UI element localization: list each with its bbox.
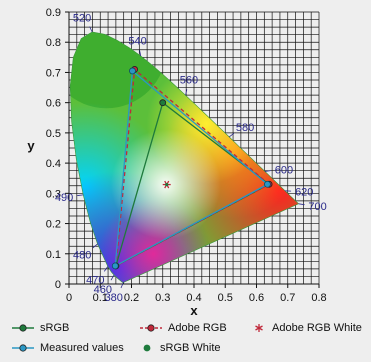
- wavelength-tick: [120, 282, 124, 289]
- wavelength-tick: [139, 50, 142, 57]
- legend-label: sRGB White: [160, 342, 221, 354]
- primary-point-measured-values: [129, 67, 136, 75]
- wavelength-label: 600: [275, 164, 293, 176]
- legend-swatch: [143, 344, 151, 352]
- white-points: [162, 180, 171, 189]
- x-tick-label: 0.7: [280, 292, 295, 304]
- x-tick-label: 0.3: [155, 292, 170, 304]
- y-tick-label: 0.9: [46, 7, 61, 19]
- x-tick-label: 0: [66, 292, 72, 304]
- wavelength-label: 490: [55, 192, 73, 204]
- wavelength-tick: [264, 170, 271, 172]
- y-tick-label: 0.1: [46, 249, 61, 261]
- y-tick-label: 0.4: [46, 158, 61, 170]
- cie-chromaticity-chart: 0 0.1 0.2 0.3 0.4 0.5 0.6 0.7 0.8 0 0.1 0.2 0.3 0.4 0.…: [27, 7, 327, 318]
- x-tick-label: 0.4: [186, 292, 201, 304]
- wavelength-label: 460: [94, 284, 112, 296]
- x-tick-label: 0.1: [93, 292, 108, 304]
- x-tick-label: 0.5: [218, 292, 233, 304]
- wavelength-label: 560: [180, 75, 198, 87]
- x-tick-label: 0.8: [311, 292, 326, 304]
- wavelength-label: 620: [295, 187, 313, 199]
- wavelength-label: 380: [105, 292, 123, 304]
- gamut-triangle-adobe-rgb: [115, 68, 271, 268]
- y-tick-label: 0.8: [46, 37, 61, 49]
- legend-swatch: [12, 324, 34, 332]
- wavelength-tick: [89, 26, 93, 33]
- wavelength-label: 540: [128, 35, 146, 47]
- primary-point-srgb: [159, 99, 167, 107]
- legend: sRGB Adobe RGB Adobe RGB White Measured val…: [0, 318, 371, 362]
- legend-label: Adobe RGB: [168, 322, 227, 334]
- wavelength-label: 470: [86, 275, 104, 287]
- legend-item-srgb: sRGB: [12, 322, 69, 334]
- wavelength-tick: [298, 203, 305, 206]
- wavelength-label: 480: [73, 249, 91, 261]
- x-axis-title: x: [190, 303, 198, 318]
- axes: 0 0.1 0.2 0.3 0.4 0.5 0.6 0.7 0.8 0 0.1 0.2 0.3 0.4 0.…: [46, 7, 327, 304]
- wavelength-tick: [228, 132, 235, 138]
- gamut-triangles: [111, 66, 273, 270]
- legend-item-adobe-rgb-white: Adobe RGB White: [252, 322, 362, 334]
- primary-point-measured-values: [264, 180, 271, 188]
- white-point-srgb: [165, 182, 169, 187]
- y-tick-label: 0: [55, 279, 61, 291]
- wavelength-label: 520: [73, 13, 91, 25]
- wavelength-tick: [110, 274, 115, 281]
- gamut-triangle-measured-values: [114, 69, 269, 268]
- locus-glow-green: [70, 32, 167, 109]
- legend-swatch: [255, 324, 263, 332]
- wavelength-tick: [92, 243, 98, 249]
- wavelength-tick: [185, 89, 188, 96]
- spectral-locus-outline: [69, 31, 300, 283]
- y-tick-label: 0.6: [46, 98, 61, 110]
- legend-item-measured-values: Measured values: [12, 342, 124, 354]
- y-tick-label: 0.2: [46, 219, 61, 231]
- y-tick-label: 0.3: [46, 188, 61, 200]
- legend-item-srgb-white: sRGB White: [140, 342, 221, 354]
- legend-item-adobe-rgb: Adobe RGB: [140, 322, 227, 334]
- y-tick-label: 0.7: [46, 67, 61, 79]
- y-tick-label: 0.5: [46, 128, 61, 140]
- legend-label: Measured values: [40, 342, 124, 354]
- y-axis-title: y: [27, 138, 35, 153]
- legend-swatch: [12, 344, 34, 352]
- legend-label: sRGB: [40, 322, 70, 334]
- wavelength-label: 580: [236, 122, 254, 134]
- wavelength-tick: [103, 266, 109, 272]
- legend-label: Adobe RGB White: [272, 322, 362, 334]
- wavelength-tick: [77, 194, 84, 196]
- primary-point-measured-values: [111, 262, 119, 270]
- legend-swatch: [140, 324, 162, 332]
- wavelength-label: 700: [308, 201, 326, 213]
- x-tick-label: 0.6: [249, 292, 264, 304]
- x-tick-label: 0.2: [124, 292, 139, 304]
